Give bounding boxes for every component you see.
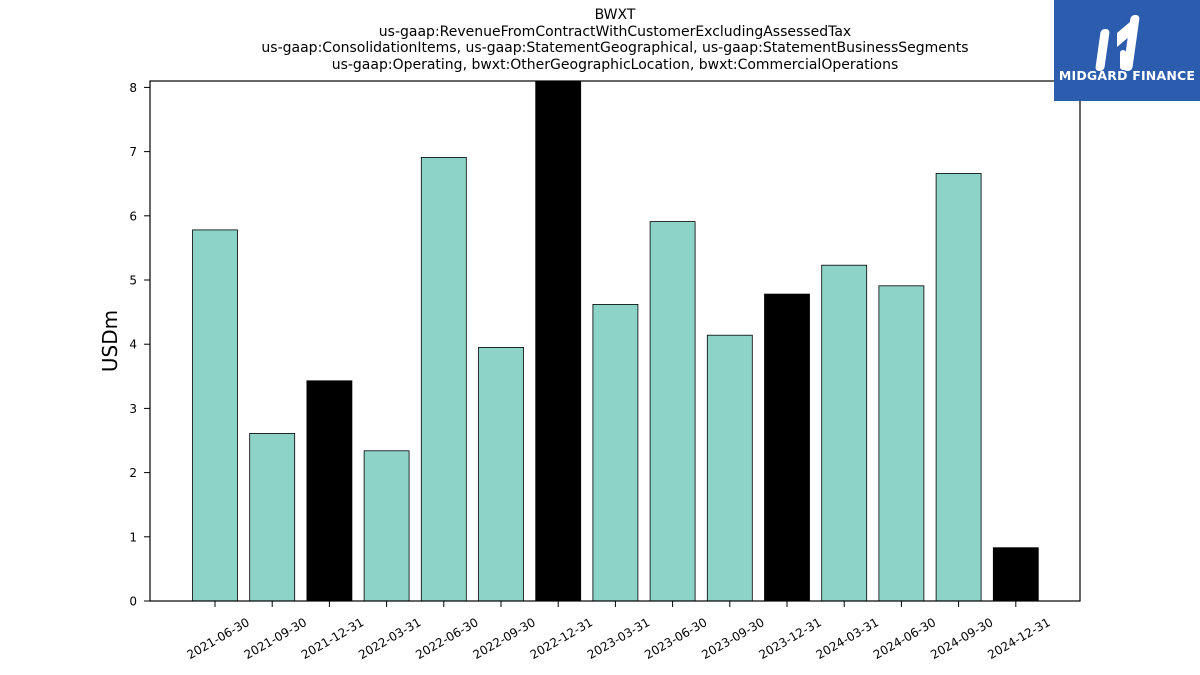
- bar-2024-12-31: [992, 547, 1039, 602]
- y-axis: 0 1 2 3 4 5 6 7 8: [129, 81, 150, 609]
- bar-2024-09-30: [935, 172, 982, 602]
- x-tick-label: 2023-12-31: [756, 615, 823, 662]
- y-tick-label: 8: [129, 81, 137, 95]
- x-tick-label: 2022-06-30: [413, 615, 480, 662]
- y-tick-label: 5: [129, 274, 137, 288]
- bar-2021-09-30: [249, 432, 296, 602]
- bar-2022-12-31: [535, 80, 582, 602]
- y-axis-label: USDm: [98, 310, 122, 372]
- logo-text: MIDGARD FINANCE: [1058, 68, 1196, 83]
- x-tick-label: 2023-09-30: [699, 615, 766, 662]
- x-tick-label: 2022-09-30: [470, 615, 537, 662]
- y-tick-label: 2: [129, 466, 137, 480]
- x-tick-label: 2023-03-31: [585, 615, 652, 662]
- x-tick-label: 2022-12-31: [528, 615, 595, 662]
- x-axis: 2021-06-302021-09-302021-12-312022-03-31…: [184, 601, 1053, 662]
- logo-mark-icon: [1095, 15, 1140, 71]
- y-tick-label: 6: [129, 209, 137, 223]
- x-tick-label: 2024-12-31: [985, 615, 1052, 662]
- bar-2024-03-31: [821, 264, 868, 602]
- x-tick-label: 2021-12-31: [299, 615, 366, 662]
- chart-title: BWXT us-gaap:RevenueFromContractWithCust…: [0, 7, 1200, 73]
- bar-2023-06-30: [649, 221, 696, 602]
- plot-frame: [149, 80, 1081, 602]
- midgard-finance-logo: MIDGARD FINANCE: [1054, 0, 1200, 101]
- x-tick-label: 2024-09-30: [928, 615, 995, 662]
- x-tick-label: 2024-03-31: [814, 615, 881, 662]
- bar-2021-12-31: [306, 380, 353, 602]
- x-tick-label: 2021-09-30: [242, 615, 309, 662]
- bar-2023-12-31: [764, 293, 810, 602]
- x-tick-label: 2021-06-30: [184, 615, 251, 662]
- bar-2022-03-31: [363, 450, 410, 602]
- bars-group: [192, 80, 1039, 602]
- x-tick-label: 2024-06-30: [871, 615, 938, 662]
- chart-title-line-1: BWXT: [594, 7, 636, 23]
- y-tick-label: 0: [129, 595, 137, 609]
- chart-title-line-2: us-gaap:RevenueFromContractWithCustomerE…: [378, 23, 852, 40]
- y-tick-label: 1: [129, 530, 137, 544]
- y-tick-label: 7: [129, 145, 137, 159]
- bar-2022-09-30: [478, 346, 524, 602]
- bar-2023-09-30: [706, 334, 753, 602]
- bar-2024-06-30: [878, 285, 925, 602]
- chart-title-line-4: us-gaap:Operating, bwxt:OtherGeographicL…: [331, 56, 899, 73]
- y-tick-label: 4: [129, 338, 137, 352]
- bar-2021-06-30: [192, 229, 238, 602]
- bar-2023-03-31: [592, 303, 639, 602]
- chart-title-line-3: us-gaap:ConsolidationItems, us-gaap:Stat…: [261, 40, 969, 57]
- x-tick-label: 2022-03-31: [356, 615, 423, 662]
- x-tick-label: 2023-06-30: [642, 615, 709, 662]
- bar-2022-06-30: [420, 156, 467, 602]
- y-tick-label: 3: [129, 402, 137, 416]
